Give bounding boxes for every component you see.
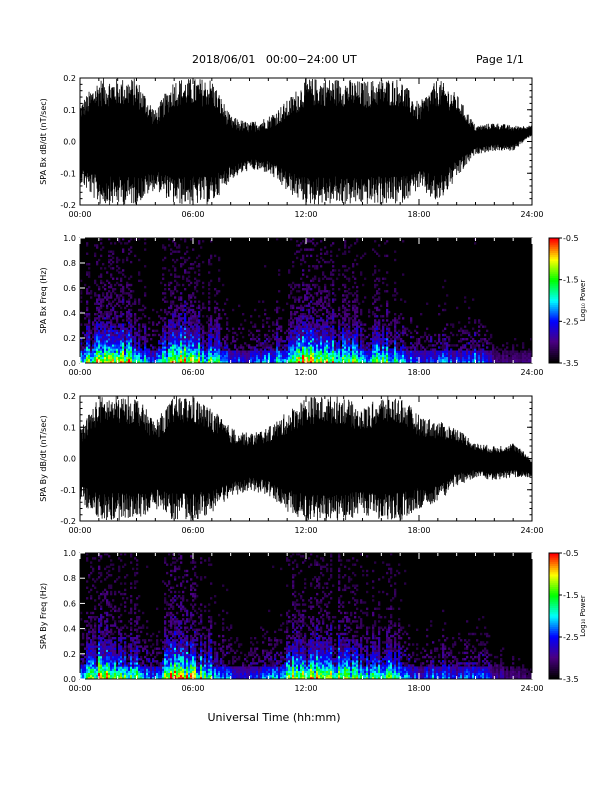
by-waveform-panel: -0.2 -0.1 0.0 0.1 0.2 00:00 06:00 12:00 18:00 24:…	[39, 392, 544, 535]
by-waveform-ytick-label: 0.1	[63, 423, 76, 432]
bx-waveform-ylabel: SPA Bx dB/dt (nT/sec)	[39, 98, 48, 185]
by-spectrogram-colorbar-tick: -2.5	[563, 633, 579, 642]
by-spectrogram-ytick-label: 0.2	[63, 650, 76, 659]
by-spectrogram-colorbar-tick: -3.5	[563, 675, 579, 684]
bx-waveform-ytick-label: -0.1	[60, 169, 76, 178]
by-spectrogram-ytick-label: 0.8	[63, 574, 76, 583]
bx-spectrogram-colorbar-tick: -2.5	[563, 317, 579, 326]
by-spectrogram-cells	[80, 553, 533, 680]
by-spectrogram-colorbar: -0.5 -1.5 -2.5 -3.5 Log₁₀ Power	[548, 549, 587, 684]
bx-spectrogram-ylabel: SPA Bx Freq (Hz)	[39, 267, 48, 333]
by-spectrogram-ytick-label: 0.4	[63, 625, 76, 634]
bx-waveform-xtick-label: 24:00	[520, 210, 543, 219]
bx-waveform-xtick-label: 18:00	[407, 210, 430, 219]
bx-waveform-series-line	[79, 78, 533, 205]
bx-spectrogram-colorbar-tick: -1.5	[563, 276, 579, 285]
by-spectrogram-xtick-label: 12:00	[294, 684, 317, 693]
bx-spectrogram-cells	[80, 238, 533, 364]
by-spectrogram-ylabel: SPA By Freq (Hz)	[39, 583, 48, 649]
by-spectrogram-colorbar-tick: -1.5	[563, 591, 579, 600]
by-spectrogram-ytick-label: 1.0	[63, 549, 76, 558]
bx-waveform-ytick-label: -0.2	[60, 201, 76, 210]
bx-spectrogram-xtick-label: 24:00	[520, 368, 543, 377]
bx-spectrogram-xtick-label: 06:00	[181, 368, 204, 377]
bx-waveform-ytick-label: 0.2	[63, 74, 76, 83]
by-waveform-ytick-label: -0.1	[60, 486, 76, 495]
by-waveform-ylabel: SPA By dB/dt (nT/sec)	[39, 415, 48, 502]
by-waveform-series-line	[79, 395, 533, 522]
by-spectrogram-xtick-label: 24:00	[520, 684, 543, 693]
by-spectrogram-ytick-label: 0.0	[63, 675, 76, 684]
bx-spectrogram-xtick-label: 00:00	[68, 368, 91, 377]
bx-waveform-ytick-label: 0.1	[63, 106, 76, 115]
x-axis-label: Universal Time (hh:mm)	[208, 711, 341, 724]
by-waveform-xtick-label: 24:00	[520, 526, 543, 535]
bx-spectrogram-panel: 0.0 0.2 0.4 0.6 0.8 1.0 -0.5 -1.5 -2.5 -3.5 Log₁₀ …	[39, 234, 587, 377]
by-spectrogram-xtick-label: 18:00	[407, 684, 430, 693]
bx-spectrogram-ytick-label: 0.6	[63, 284, 76, 293]
bx-spectrogram-ytick-label: 1.0	[63, 234, 76, 243]
bx-waveform-panel: -0.2 -0.1 0.0 0.1 0.2 00:00 06:00 12:00 18:00 24:…	[39, 74, 544, 219]
bx-waveform-xtick-label: 12:00	[294, 210, 317, 219]
bx-spectrogram-xtick-label: 12:00	[294, 368, 317, 377]
by-waveform-xtick-label: 00:00	[68, 526, 91, 535]
by-waveform-xtick-label: 06:00	[181, 526, 204, 535]
by-waveform-ytick-label: 0.2	[63, 392, 76, 401]
report-title: 2018/06/01 00:00−24:00 UT	[192, 53, 357, 66]
by-waveform-ytick-label: 0.0	[63, 455, 76, 464]
by-waveform-ytick-label: -0.2	[60, 517, 76, 526]
by-spectrogram-xtick-label: 06:00	[181, 684, 204, 693]
bx-spectrogram-ytick-label: 0.0	[63, 359, 76, 368]
bx-spectrogram-colorbar-tick: -0.5	[563, 234, 579, 243]
page-number: Page 1/1	[476, 53, 524, 66]
bx-spectrogram-colorbar-tick: -3.5	[563, 359, 579, 368]
bx-waveform-xtick-label: 06:00	[181, 210, 204, 219]
bx-spectrogram-colorbar: -0.5 -1.5 -2.5 -3.5 Log₁₀ Power	[548, 234, 587, 368]
by-spectrogram-colorbar-label: Log₁₀ Power	[579, 595, 587, 637]
bx-spectrogram-ytick-label: 0.4	[63, 309, 76, 318]
bx-spectrogram-xtick-label: 18:00	[407, 368, 430, 377]
by-spectrogram-panel: 0.0 0.2 0.4 0.6 0.8 1.0 -0.5 -1.5 -2.5 -3.5 Log₁₀ …	[39, 549, 587, 724]
by-waveform-xtick-label: 12:00	[294, 526, 317, 535]
by-waveform-xtick-label: 18:00	[407, 526, 430, 535]
by-spectrogram-ytick-label: 0.6	[63, 599, 76, 608]
bx-waveform-ytick-label: 0.0	[63, 138, 76, 147]
by-spectrogram-colorbar-tick: -0.5	[563, 549, 579, 558]
bx-spectrogram-ytick-label: 0.8	[63, 259, 76, 268]
bx-waveform-xtick-label: 00:00	[68, 210, 91, 219]
bx-spectrogram-ytick-label: 0.2	[63, 334, 76, 343]
by-spectrogram-xtick-label: 00:00	[68, 684, 91, 693]
bx-spectrogram-colorbar-label: Log₁₀ Power	[579, 280, 587, 322]
